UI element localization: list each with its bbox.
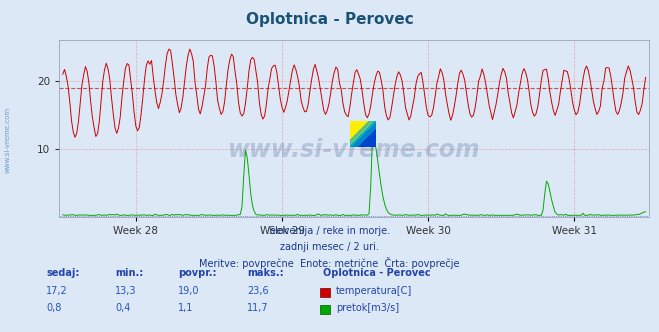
Text: povpr.:: povpr.: [178, 268, 216, 278]
Text: Meritve: povprečne  Enote: metrične  Črta: povprečje: Meritve: povprečne Enote: metrične Črta:… [199, 257, 460, 269]
Text: 0,8: 0,8 [46, 303, 61, 313]
Polygon shape [350, 121, 376, 147]
Text: 1,1: 1,1 [178, 303, 193, 313]
Text: sedaj:: sedaj: [46, 268, 80, 278]
Text: temperatura[C]: temperatura[C] [336, 286, 413, 296]
Text: Oplotnica - Perovec: Oplotnica - Perovec [323, 268, 430, 278]
Text: pretok[m3/s]: pretok[m3/s] [336, 303, 399, 313]
Text: Slovenija / reke in morje.: Slovenija / reke in morje. [269, 226, 390, 236]
Text: www.si-vreme.com: www.si-vreme.com [5, 106, 11, 173]
Text: 13,3: 13,3 [115, 286, 137, 296]
Text: 0,4: 0,4 [115, 303, 130, 313]
Text: min.:: min.: [115, 268, 144, 278]
Polygon shape [350, 121, 376, 147]
Text: 17,2: 17,2 [46, 286, 68, 296]
Text: 11,7: 11,7 [247, 303, 269, 313]
Text: Oplotnica - Perovec: Oplotnica - Perovec [246, 12, 413, 27]
Text: zadnji mesec / 2 uri.: zadnji mesec / 2 uri. [280, 242, 379, 252]
Text: 19,0: 19,0 [178, 286, 200, 296]
Polygon shape [350, 121, 376, 147]
Text: maks.:: maks.: [247, 268, 284, 278]
Text: 23,6: 23,6 [247, 286, 269, 296]
Text: www.si-vreme.com: www.si-vreme.com [228, 138, 480, 162]
Polygon shape [350, 121, 376, 147]
